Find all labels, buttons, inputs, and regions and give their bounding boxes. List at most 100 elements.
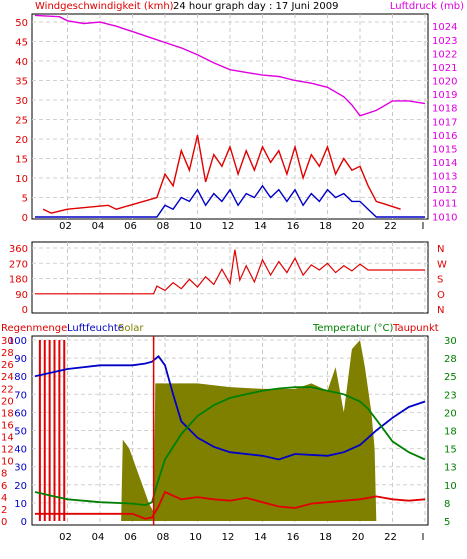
pressure-tick-label: 1022 <box>432 49 457 60</box>
rain-tick-label: 2 <box>1 505 7 516</box>
pressure-tick-label: 1015 <box>432 144 457 155</box>
wind-speed-tick-label: 30 <box>15 96 28 107</box>
pressure-tick-label: 1018 <box>432 104 457 115</box>
rain-tick-label: 12 <box>1 445 14 456</box>
humidity-tick-label: 80 <box>14 372 27 383</box>
pressure-tick-label: 1023 <box>432 36 457 47</box>
wind-speed-tick-label: 45 <box>15 38 28 49</box>
pressure-tick-label: 1016 <box>432 131 457 142</box>
pressure-tick-label: 1024 <box>432 22 457 33</box>
humidity-tick-label: 60 <box>14 408 27 419</box>
humidity-tick-label: 30 <box>14 463 27 474</box>
x-tick-label: 06 <box>124 221 137 232</box>
pressure-tick-label: 1019 <box>432 90 457 101</box>
rain-tick-label: 20 <box>1 396 14 407</box>
rain-tick-label: 22 <box>1 384 14 395</box>
x-tick-label: 18 <box>319 221 332 232</box>
wind-speed-tick-label: 0 <box>22 213 28 224</box>
x-tick-label: 06 <box>124 532 137 543</box>
wind-direction-tick-label: 270 <box>9 259 28 270</box>
x-tick-label: 04 <box>92 532 105 543</box>
temperature-tick-label: 8 <box>444 499 450 510</box>
rain-tick-label: 26 <box>1 360 14 371</box>
pressure-tick-label: 1010 <box>432 212 457 223</box>
x-tick-label: 14 <box>254 532 267 543</box>
rain-tick-label: 30 <box>1 336 14 347</box>
rain-tick-label: 18 <box>1 408 14 419</box>
humidity-tick-label: 10 <box>14 499 27 510</box>
x-tick-label: 02 <box>59 532 72 543</box>
x-tick-label: 22 <box>384 221 397 232</box>
pressure-tick-label: 1021 <box>432 63 457 74</box>
pressure-axis-label: Luftdruck (mb) <box>390 1 464 12</box>
dewpoint-label: Taupunkt <box>392 323 439 334</box>
wind-speed-tick-label: 40 <box>15 57 28 68</box>
humidity-label: Luftfeuchte <box>67 323 124 334</box>
rain-tick-label: 28 <box>1 348 14 359</box>
temperature-tick-label: 30 <box>444 336 457 347</box>
pressure-tick-label: 1020 <box>432 77 457 88</box>
temperature-tick-label: 28 <box>444 354 457 365</box>
wind-gust-line <box>42 134 401 214</box>
rain-label: Regenmenge <box>1 323 67 334</box>
humidity-tick-label: 90 <box>14 354 27 365</box>
wind-direction-line <box>35 249 425 295</box>
chart-title: 24 hour graph day : 17 Juni 2009 <box>173 1 339 12</box>
rain-tick-label: 6 <box>1 481 7 492</box>
solar-label: Solar <box>118 323 144 334</box>
compass-label: O <box>437 290 445 301</box>
wind-direction-tick-label: 360 <box>9 244 28 255</box>
dewpoint-line <box>35 490 426 520</box>
x-tick-label: 12 <box>222 532 235 543</box>
rain-tick-label: 24 <box>1 372 14 383</box>
pressure-tick-label: 1013 <box>432 172 457 183</box>
temperature-tick-label: 18 <box>444 427 457 438</box>
wind-speed-tick-label: 10 <box>15 174 28 185</box>
humidity-tick-label: 20 <box>14 481 27 492</box>
pressure-line <box>34 14 426 117</box>
temperature-tick-label: 20 <box>444 408 457 419</box>
wind-speed-tick-label: 20 <box>15 135 28 146</box>
pressure-tick-label: 1012 <box>432 185 457 196</box>
wind-speed-tick-label: 15 <box>15 155 28 166</box>
pressure-tick-label: 1017 <box>432 117 457 128</box>
wind-avg-line <box>35 184 425 218</box>
compass-label: N <box>437 305 444 316</box>
axis-layer: 02 04 06 08 10 12 14 16 18 20 22 I02 04 06 08 10 12 14 16 1… <box>1 18 457 543</box>
humidity-tick-label: 70 <box>14 390 27 401</box>
x-tick-label: 08 <box>157 532 170 543</box>
x-tick-label: 10 <box>189 532 202 543</box>
wind-direction-tick-label: 90 <box>15 290 28 301</box>
temperature-tick-label: 25 <box>444 372 457 383</box>
x-tick-label: 20 <box>352 532 365 543</box>
wind-speed-tick-label: 25 <box>15 116 28 127</box>
x-tick-label: 10 <box>189 221 202 232</box>
pressure-tick-label: 1014 <box>432 158 457 169</box>
humidity-tick-label: 50 <box>14 427 27 438</box>
series-layer <box>34 14 426 525</box>
rain-tick-label: 0 <box>1 517 7 528</box>
wind-speed-axis-label: Windgeschwindigkeit (kmh) <box>35 1 174 12</box>
temperature-label: Temperatur (°C) <box>312 323 393 334</box>
x-tick-label: 16 <box>287 221 300 232</box>
wind-direction-tick-label: 0 <box>22 305 28 316</box>
solar-area <box>35 340 425 521</box>
x-tick-label: 16 <box>287 532 300 543</box>
x-tick-label: 02 <box>59 221 72 232</box>
rain-tick-label: 4 <box>1 493 7 504</box>
temperature-line <box>34 386 426 507</box>
wind-direction-tick-label: 180 <box>9 275 28 286</box>
temperature-tick-label: 5 <box>444 517 450 528</box>
temperature-tick-label: 10 <box>444 481 457 492</box>
x-tick-label: 22 <box>384 532 397 543</box>
x-tick-label: 04 <box>92 221 105 232</box>
wind-speed-tick-label: 50 <box>15 18 28 29</box>
wind-speed-tick-label: 35 <box>15 77 28 88</box>
humidity-tick-label: 100 <box>8 336 27 347</box>
rain-tick-label: 14 <box>1 433 14 444</box>
x-tick-label: 08 <box>157 221 170 232</box>
wind-speed-tick-label: 5 <box>22 194 28 205</box>
x-tick-label: I <box>422 221 425 232</box>
temperature-tick-label: 23 <box>444 390 457 401</box>
